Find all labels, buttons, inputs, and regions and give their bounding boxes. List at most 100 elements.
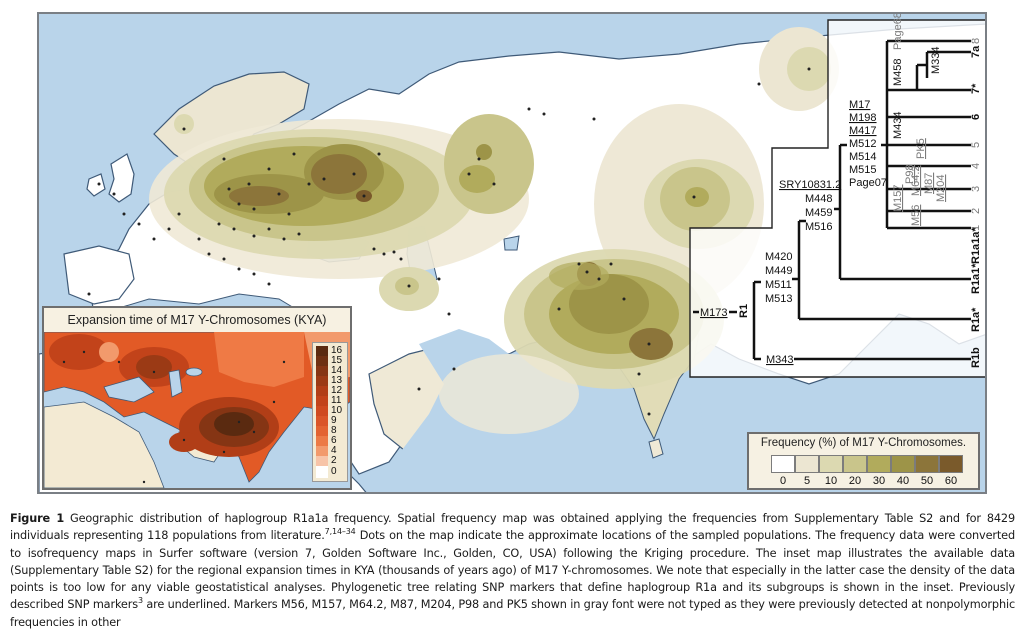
legend-label: 10 [331,405,343,416]
marker-m420: M420 [765,251,793,263]
legend-label: 50 [920,475,934,487]
legend-swatch [316,436,328,446]
tip-5: 5 [970,142,982,148]
expansion-time-map [44,332,350,488]
citation-superscript: 7,14–34 [324,527,356,537]
legend-swatch [819,455,843,473]
tip-r1b: R1b [970,347,982,368]
marker-m334: M334 [930,46,942,74]
tip-4: 4 [970,163,982,169]
marker-m198: M198 [849,112,877,124]
legend-label: 40 [896,475,910,487]
marker-m459: M459 [805,207,833,219]
legend-label: 30 [872,475,886,487]
legend-label: 16 [331,345,343,356]
marker-page68: Page68 [892,14,904,50]
citation-superscript: 3 [137,596,143,606]
caption-text: Figure 1 Geographic distribution of hapl… [10,510,1015,631]
caption-part-1: Geographic distribution of haplogroup R1… [10,512,1015,543]
legend-label: 11 [331,395,342,406]
legend-swatch [915,455,939,473]
legend-swatch [316,406,328,416]
legend-swatch [316,416,328,426]
inset-title: Expansion time of M17 Y-Chromosomes (KYA… [44,308,350,333]
marker-m64-2: M64.2 [910,165,922,196]
legend-swatch [316,426,328,436]
marker-m56: M56 [910,205,922,226]
tip-6: 6 [970,114,982,120]
frequency-legend: Frequency (%) of M17 Y-Chromosomes. 0 5 … [747,432,980,490]
legend-label: 9 [331,415,337,426]
marker-m448: M448 [805,193,833,205]
legend-label: 10 [824,475,838,487]
legend-swatch [316,456,328,466]
legend-label: 13 [331,375,343,386]
marker-m434: M434 [892,111,904,139]
expansion-time-inset: Expansion time of M17 Y-Chromosomes (KYA… [42,306,352,490]
legend-label: 12 [331,385,343,396]
r1-label: R1 [738,304,750,318]
marker-m516: M516 [805,221,833,233]
legend-swatch [316,396,328,406]
legend-swatch [867,455,891,473]
legend-label: 20 [848,475,862,487]
legend-label: 4 [331,445,337,456]
tip-1: 1 [970,225,982,231]
legend-swatch [316,466,328,478]
legend-swatch [316,386,328,396]
legend-swatch [891,455,915,473]
marker-p98: P98 [904,164,916,184]
marker-pk5: PK5 [915,138,927,159]
marker-m511: M511 [765,279,792,291]
legend-swatch [795,455,819,473]
figure-caption: Figure 1 Geographic distribution of hapl… [10,510,1015,631]
marker-m449: M449 [765,265,793,277]
legend-label: 6 [331,435,337,446]
marker-m515: M515 [849,164,877,176]
legend-label: 15 [331,355,343,366]
population-dots [87,67,811,476]
legend-label: 0 [331,466,337,477]
marker-m417: M417 [849,125,877,137]
legend-label: 8 [331,425,337,436]
marker-m458: M458 [892,58,904,86]
legend-label: 60 [944,475,958,487]
legend-swatch [316,346,328,356]
marker-m157: M157 [892,184,904,212]
marker-m514: M514 [849,151,877,163]
tip-r1a: R1a* [970,307,982,332]
legend-swatch [771,455,795,473]
marker-m512: M512 [849,138,877,150]
frequency-legend-title: Frequency (%) of M17 Y-Chromosomes. [760,437,967,449]
legend-label: 14 [331,365,343,376]
figure-panel: M173 R1 M420 M449 M511 M513 M343 SRY1083… [37,12,987,494]
tip-3: 3 [970,186,982,192]
legend-label: 2 [331,455,337,466]
legend-swatch [316,366,328,376]
phylogenetic-tree-panel: M173 R1 M420 M449 M511 M513 M343 SRY1083… [689,14,985,378]
figure-label: Figure 1 [10,512,65,525]
marker-m343: M343 [766,354,794,366]
tip-2: 2 [970,208,982,214]
tip-r1a1: R1a1* [970,263,982,294]
marker-m513: M513 [765,293,793,305]
marker-m87: M87 [923,173,935,194]
marker-m173: M173 [700,307,728,319]
marker-m17: M17 [849,99,870,111]
marker-sry10831: SRY10831.2 [779,179,841,191]
tip-8: 8 [970,38,982,44]
expansion-time-legend: 16 15 14 13 12 11 10 9 8 6 4 2 0 [312,342,348,482]
marker-m204: M204 [935,174,947,202]
legend-swatch [316,446,328,456]
tip-7: 7* [970,83,982,94]
legend-label: 5 [803,475,811,487]
legend-swatch [843,455,867,473]
legend-swatch [939,455,963,473]
caption-part-3: are underlined. Markers M56, M157, M64.2… [10,598,1015,629]
marker-page07: Page07 [849,177,887,189]
legend-swatch [316,356,328,366]
legend-swatch [316,376,328,386]
tip-r1a1a: R1a1a* [970,227,982,264]
caption-part-2: Dots on the map indicate the approximate… [10,529,1015,612]
legend-label: 0 [779,475,787,487]
